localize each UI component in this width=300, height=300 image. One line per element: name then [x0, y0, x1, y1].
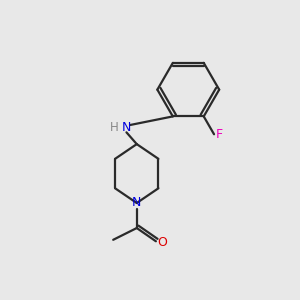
Text: F: F — [216, 128, 223, 141]
Text: O: O — [158, 236, 167, 249]
Text: H: H — [110, 122, 118, 134]
Text: N: N — [122, 122, 131, 134]
Text: N: N — [132, 196, 141, 209]
